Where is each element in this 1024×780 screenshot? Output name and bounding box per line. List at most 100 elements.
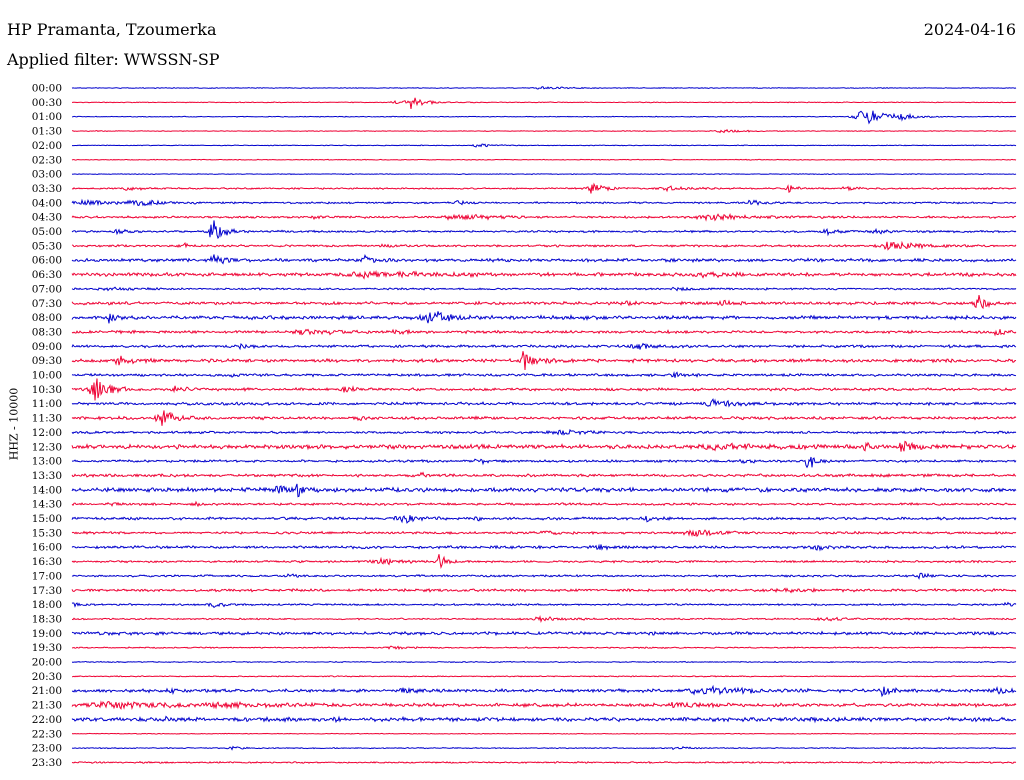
time-label: 15:30 (32, 527, 62, 539)
trace-line (71, 311, 1017, 324)
time-label: 22:00 (32, 714, 62, 726)
trace-line (71, 351, 1017, 371)
time-label: 08:30 (32, 326, 62, 338)
time-label: 00:00 (32, 83, 62, 95)
trace-line (71, 378, 1017, 401)
time-label: 04:30 (32, 212, 62, 224)
trace-line (71, 173, 1017, 176)
time-label: 16:00 (32, 542, 62, 554)
trace-line (71, 253, 1017, 265)
time-label: 19:30 (32, 642, 62, 654)
trace-line (71, 371, 1017, 378)
time-label: 08:00 (32, 312, 62, 324)
trace-line (71, 440, 1017, 452)
time-label: 23:30 (32, 757, 62, 769)
trace-line (71, 684, 1017, 698)
trace-line (71, 143, 1017, 148)
trace-group (71, 86, 1017, 765)
time-label: 23:00 (32, 743, 62, 755)
trace-line (71, 515, 1017, 524)
time-label: 10:30 (32, 384, 62, 396)
trace-line (71, 483, 1017, 498)
trace-line (71, 529, 1017, 538)
trace-line (71, 572, 1017, 580)
time-label: 17:00 (32, 570, 62, 582)
time-label: 20:00 (32, 657, 62, 669)
applied-filter-label: Applied filter: WWSSN-SP (7, 50, 220, 69)
trace-line (71, 500, 1017, 508)
time-label: 03:30 (32, 183, 62, 195)
trace-line (71, 587, 1017, 594)
time-label: 01:00 (32, 111, 62, 123)
trace-line (71, 97, 1017, 109)
trace-line (71, 240, 1017, 251)
time-label: 05:30 (32, 240, 62, 252)
trace-line (71, 760, 1017, 765)
trace-line (71, 286, 1017, 292)
time-label: 02:00 (32, 140, 62, 152)
time-label: 09:30 (32, 355, 62, 367)
trace-line (71, 745, 1017, 751)
time-label-group: 00:00 00:30 01:00 01:30 02:00 02:30 03:00 03:30… (32, 83, 62, 769)
time-label: 02:30 (32, 154, 62, 166)
trace-line (71, 182, 1017, 194)
trace-line (71, 630, 1017, 637)
time-label: 17:30 (32, 585, 62, 597)
trace-line (71, 456, 1017, 469)
time-label: 14:00 (32, 484, 62, 496)
trace-line (71, 198, 1017, 207)
time-label: 09:00 (32, 341, 62, 353)
time-label: 12:00 (32, 427, 62, 439)
trace-line (71, 158, 1017, 161)
time-label: 13:00 (32, 456, 62, 468)
time-label: 16:30 (32, 556, 62, 568)
trace-line (71, 294, 1017, 310)
trace-line (71, 410, 1017, 426)
time-label: 14:30 (32, 499, 62, 511)
time-label: 11:00 (32, 398, 62, 410)
trace-line (71, 128, 1017, 134)
trace-line (71, 645, 1017, 650)
trace-line (71, 269, 1017, 280)
trace-line (71, 471, 1017, 479)
trace-line (71, 86, 1017, 90)
trace-line (71, 675, 1017, 678)
time-label: 21:30 (32, 700, 62, 712)
time-label: 18:30 (32, 613, 62, 625)
trace-line (71, 732, 1017, 735)
time-label: 13:30 (32, 470, 62, 482)
time-label: 03:00 (32, 169, 62, 181)
time-label: 07:00 (32, 283, 62, 295)
time-label: 05:00 (32, 226, 62, 238)
time-label: 01:30 (32, 126, 62, 138)
trace-line (71, 428, 1017, 436)
plot-date: 2024-04-16 (923, 20, 1016, 39)
time-label: 22:30 (32, 728, 62, 740)
trace-line (71, 328, 1017, 337)
trace-line (71, 715, 1017, 724)
time-label: 21:00 (32, 685, 62, 697)
time-label: 15:00 (32, 513, 62, 525)
time-label: 00:30 (32, 97, 62, 109)
trace-line (71, 615, 1017, 623)
time-label: 10:00 (32, 370, 62, 382)
trace-line (71, 660, 1017, 664)
time-label: 12:30 (32, 441, 62, 453)
trace-line (71, 213, 1017, 222)
trace-line (71, 554, 1017, 570)
time-label: 07:30 (32, 298, 62, 310)
time-label: 04:00 (32, 197, 62, 209)
trace-line (71, 601, 1017, 609)
station-title: HP Pramanta, Tzoumerka (7, 20, 217, 39)
time-label: 11:30 (32, 413, 62, 425)
trace-line (71, 398, 1017, 408)
time-label: 06:00 (32, 255, 62, 267)
trace-line (71, 220, 1017, 240)
trace-line (71, 700, 1017, 711)
time-label: 06:30 (32, 269, 62, 281)
time-label: 19:00 (32, 628, 62, 640)
trace-line (71, 543, 1017, 552)
trace-line (71, 110, 1017, 125)
time-label: 18:00 (32, 599, 62, 611)
